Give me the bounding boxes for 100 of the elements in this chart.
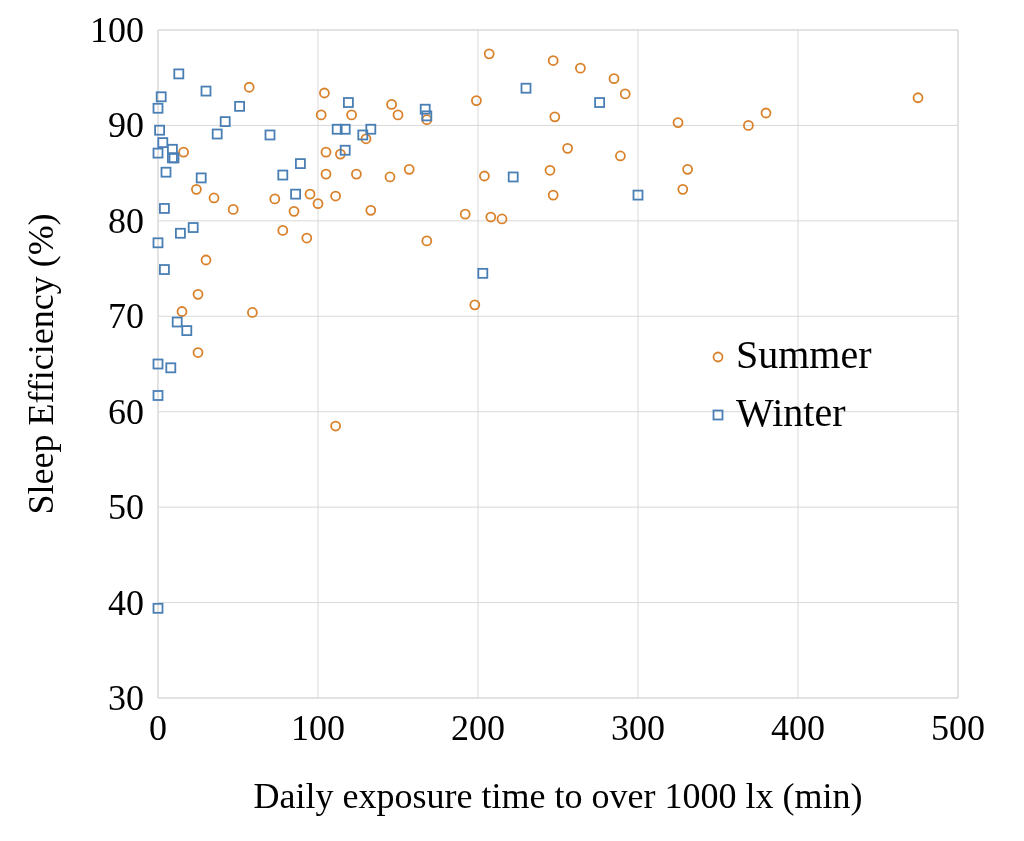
y-tick-label: 30 — [108, 678, 144, 718]
point — [594, 97, 605, 108]
point — [365, 123, 377, 135]
point — [304, 188, 316, 200]
point — [682, 163, 693, 175]
point — [315, 109, 327, 121]
point — [247, 307, 258, 318]
point — [520, 82, 532, 94]
point — [339, 123, 351, 135]
point — [155, 91, 167, 103]
point — [507, 171, 519, 183]
point — [459, 208, 471, 220]
y-tick-label: 40 — [108, 582, 144, 623]
y-tick-label: 70 — [108, 296, 144, 337]
point — [343, 97, 354, 108]
point — [160, 166, 172, 178]
point — [176, 306, 188, 317]
point — [234, 100, 245, 112]
point — [677, 183, 689, 195]
point — [912, 92, 924, 104]
legend-label: Winter — [736, 390, 846, 435]
point — [479, 170, 490, 182]
x-tick-label: 100 — [291, 708, 345, 748]
point — [277, 169, 289, 181]
point — [562, 142, 573, 154]
y-tick-label: 60 — [108, 391, 144, 432]
point — [547, 55, 559, 66]
point — [167, 143, 178, 155]
point — [187, 222, 199, 233]
point — [159, 203, 170, 214]
point — [277, 225, 289, 236]
point — [360, 133, 372, 145]
point — [672, 117, 684, 128]
point — [351, 168, 362, 180]
point — [392, 109, 404, 121]
point — [192, 288, 204, 300]
x-tick-label: 0 — [149, 708, 167, 748]
point — [547, 189, 559, 201]
point — [419, 103, 431, 115]
point — [632, 189, 644, 201]
point — [365, 204, 377, 216]
point — [165, 362, 177, 374]
point — [335, 148, 346, 160]
point — [152, 102, 164, 114]
point — [154, 124, 165, 136]
point — [320, 168, 332, 180]
point — [192, 347, 204, 358]
x-tick-label: 400 — [771, 708, 825, 748]
point — [483, 48, 495, 60]
point — [743, 120, 754, 131]
point — [152, 602, 164, 614]
point — [200, 254, 212, 266]
point — [181, 325, 193, 336]
point — [290, 188, 301, 200]
point — [301, 232, 313, 244]
point — [152, 147, 164, 159]
point — [195, 172, 207, 184]
point — [384, 171, 396, 183]
point — [178, 146, 189, 158]
x-tick-label: 200 — [451, 708, 505, 748]
point — [357, 129, 369, 141]
point — [471, 95, 482, 107]
point — [608, 73, 620, 85]
point — [159, 264, 170, 275]
point — [403, 163, 415, 175]
point — [320, 146, 332, 158]
point — [421, 114, 433, 126]
point — [152, 390, 164, 401]
point — [549, 111, 561, 123]
point — [191, 183, 202, 195]
point — [477, 267, 489, 279]
point — [346, 109, 357, 121]
point — [330, 420, 341, 432]
point — [243, 81, 255, 93]
point — [288, 205, 300, 217]
point — [269, 193, 281, 205]
point — [219, 116, 231, 128]
point — [485, 211, 497, 223]
point — [330, 190, 341, 202]
x-tick-label: 300 — [611, 708, 665, 748]
point — [211, 128, 223, 140]
point — [264, 129, 276, 141]
point — [760, 107, 772, 119]
point — [496, 213, 508, 225]
point — [200, 85, 212, 97]
point — [615, 150, 626, 162]
x-tick-label: 500 — [931, 708, 985, 748]
point — [208, 192, 220, 204]
y-tick-label: 90 — [108, 105, 144, 146]
legend-label: Summer — [736, 332, 872, 377]
point — [619, 88, 631, 100]
x-axis-title: Daily exposure time to over 1000 lx (min) — [253, 776, 863, 816]
point — [152, 237, 164, 249]
y-tick-label: 50 — [108, 487, 144, 528]
point — [544, 164, 556, 176]
point — [152, 358, 164, 370]
point — [319, 87, 330, 99]
y-tick-label: 80 — [108, 200, 144, 241]
point — [173, 68, 185, 80]
point — [157, 137, 169, 149]
